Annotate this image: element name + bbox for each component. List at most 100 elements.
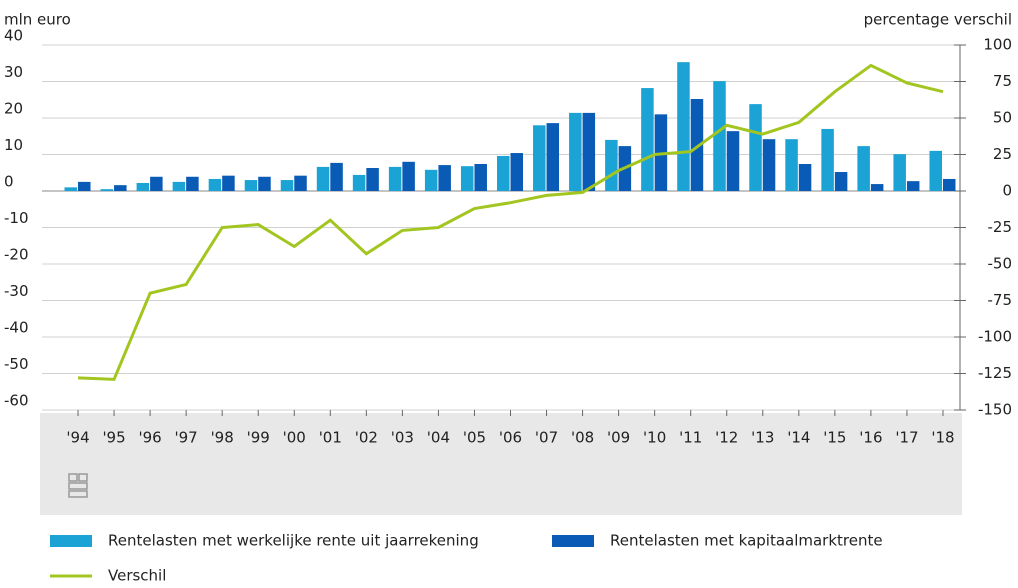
y-tick-label: -10	[4, 209, 29, 227]
y-tick-label: -30	[4, 282, 29, 300]
bar	[893, 154, 906, 191]
bar	[497, 155, 510, 191]
y2-tick-label: 75	[993, 72, 1012, 90]
bar	[258, 176, 271, 191]
bar	[316, 166, 330, 191]
bar	[78, 181, 91, 191]
x-tick-label: '04	[427, 429, 450, 447]
legend-swatch	[552, 535, 594, 547]
x-tick-label: '98	[211, 429, 234, 447]
bar	[352, 174, 366, 191]
bar	[172, 181, 186, 191]
bar	[330, 162, 343, 191]
bar	[424, 169, 438, 191]
y2-tick-label: 100	[983, 36, 1012, 54]
x-tick-label: '15	[823, 429, 846, 447]
x-tick-label: '01	[319, 429, 342, 447]
y2-tick-label: -100	[978, 328, 1012, 346]
bar	[294, 175, 307, 191]
y2-tick-label: -75	[988, 291, 1013, 309]
bar	[100, 189, 114, 191]
x-tick-label: '02	[355, 429, 378, 447]
x-tick-label: '05	[463, 429, 486, 447]
bar	[366, 168, 379, 191]
bar	[749, 104, 762, 191]
y2-axis-title: percentage verschil	[864, 11, 1012, 29]
bar	[244, 180, 258, 191]
y-tick-label: 10	[4, 136, 23, 154]
bar	[785, 139, 798, 191]
x-tick-label: '94	[66, 429, 89, 447]
x-tick-label: '14	[787, 429, 810, 447]
bar	[929, 150, 942, 191]
bar	[474, 163, 487, 191]
bar	[821, 128, 834, 191]
bar	[834, 172, 848, 191]
bar	[569, 112, 582, 191]
bar	[906, 181, 920, 191]
x-tick-label: '95	[102, 429, 125, 447]
line	[77, 63, 944, 381]
bar	[402, 161, 415, 191]
y-tick-label: -40	[4, 319, 29, 337]
bar	[460, 166, 474, 191]
bar	[762, 139, 776, 191]
legend-swatch	[50, 535, 92, 547]
bar	[64, 187, 78, 191]
x-tick-label: '09	[607, 429, 630, 447]
bar	[605, 139, 618, 191]
x-tick-label: '07	[535, 429, 558, 447]
bar	[510, 153, 523, 191]
bar	[677, 62, 690, 191]
legend-label: Rentelasten met werkelijke rente uit jaa…	[108, 532, 479, 550]
bar	[726, 131, 740, 191]
y2-tick-label: -25	[988, 218, 1013, 236]
bar	[280, 180, 294, 191]
y2-tick-label: -50	[988, 255, 1013, 273]
y-tick-label: -20	[4, 246, 29, 264]
x-tick-label: '12	[715, 429, 738, 447]
y-tick-label: 0	[4, 173, 14, 191]
bar	[713, 81, 726, 191]
bar	[186, 176, 199, 191]
bar	[222, 175, 235, 191]
bar	[798, 163, 812, 191]
y-tick-label: -50	[4, 355, 29, 373]
x-tick-label: '97	[175, 429, 198, 447]
bar	[114, 185, 127, 191]
x-tick-label: '06	[499, 429, 522, 447]
cbs-logo	[68, 473, 88, 498]
x-tick-label: '08	[571, 429, 594, 447]
bar	[942, 178, 956, 191]
x-tick-label: '18	[931, 429, 954, 447]
bar	[208, 178, 222, 191]
bar	[136, 182, 150, 191]
y2-tick-label: -125	[978, 364, 1012, 382]
y2-tick-label: 0	[1002, 182, 1012, 200]
y-tick-label: 30	[4, 63, 23, 81]
x-tick-label: '99	[247, 429, 270, 447]
bar	[388, 166, 402, 191]
x-tick-label: '11	[679, 429, 702, 447]
y2-tick-label: 25	[993, 145, 1012, 163]
x-tick-label: '16	[859, 429, 882, 447]
y-axis-title: mln euro	[4, 11, 71, 29]
bar	[438, 165, 451, 191]
bar	[857, 146, 870, 191]
x-tick-label: '00	[283, 429, 306, 447]
bar	[641, 88, 654, 191]
x-axis-band	[40, 413, 962, 515]
y2-tick-label: 50	[993, 109, 1012, 127]
y-tick-label: -60	[4, 392, 29, 410]
legend-label: Verschil	[108, 567, 166, 585]
y-tick-label: 40	[4, 27, 23, 45]
bar	[150, 176, 163, 191]
bar	[533, 125, 546, 191]
x-tick-label: '13	[751, 429, 774, 447]
bar	[546, 123, 560, 191]
x-tick-label: '10	[643, 429, 666, 447]
bar	[582, 112, 596, 191]
y2-tick-label: -150	[978, 401, 1012, 419]
bar	[870, 184, 884, 191]
